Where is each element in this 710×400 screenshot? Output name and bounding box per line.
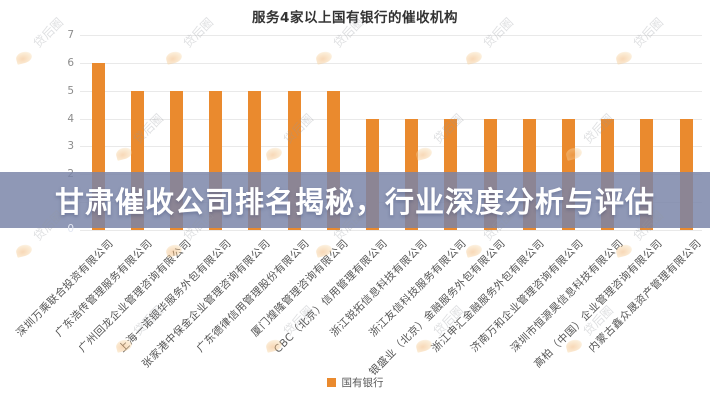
y-axis-tick: 6 [67,56,74,69]
gridline [80,35,702,36]
headline-text: 甘肃催收公司排名揭秘，行业深度分析与评估 [54,185,655,219]
gridline [80,230,702,231]
gridline [80,90,702,92]
chart-title: 服务4家以上国有银行的催收机构 [252,10,458,26]
y-axis-tick: 4 [67,112,74,125]
gridline [80,118,702,120]
legend-label: 国有银行 [341,377,384,389]
y-axis-tick: 5 [67,84,74,97]
y-axis-tick: 7 [67,29,74,41]
legend: 国有银行 [0,375,710,390]
headline-banner: 甘肃催收公司排名揭秘，行业深度分析与评估 [0,172,710,228]
legend-swatch-icon [326,378,336,387]
y-axis-tick: 3 [67,140,74,153]
watermark-logo-icon [14,243,34,258]
watermark-logo-icon [264,146,284,161]
gridline [80,62,702,64]
gridline [80,146,702,148]
y-axis-tick: 0 [67,223,74,235]
